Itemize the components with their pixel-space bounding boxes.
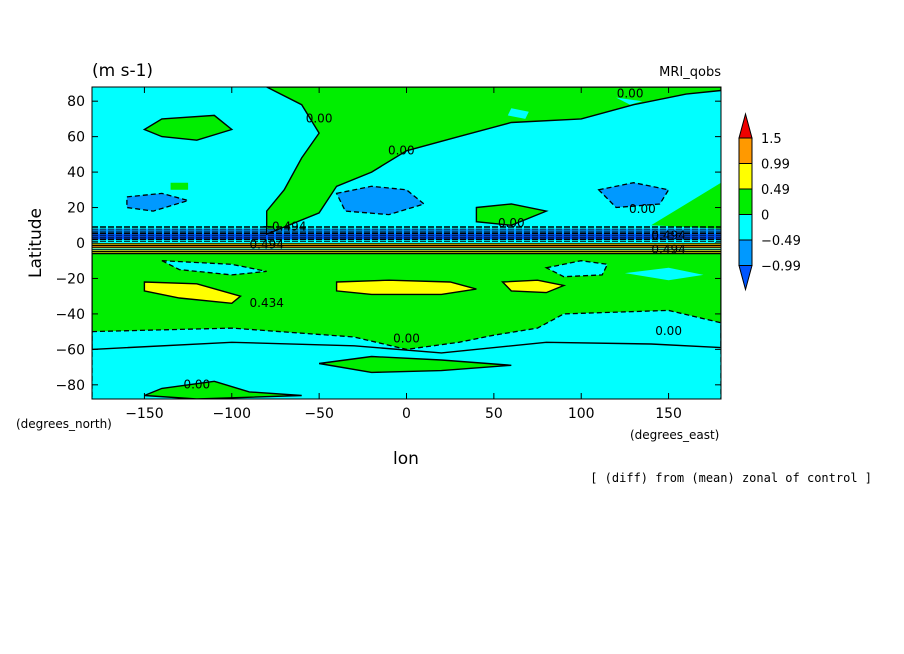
contour-line-1 bbox=[92, 309, 721, 399]
contour-label-12: 0.494 bbox=[250, 237, 284, 251]
contour-label-6: 0.00 bbox=[183, 377, 210, 391]
x-tick-label-5: 100 bbox=[568, 406, 595, 422]
dataset-label: MRI_qobs bbox=[659, 65, 721, 80]
colorbar-label-1: 0.99 bbox=[761, 158, 790, 173]
contour-region-14 bbox=[651, 182, 721, 229]
footnote: [ (diff) from (mean) zonal of control ] bbox=[590, 471, 872, 485]
contour-region-6 bbox=[624, 267, 704, 281]
contour-label-4: 0.00 bbox=[393, 331, 420, 345]
contour-line-13 bbox=[475, 203, 549, 227]
contour-region-16 bbox=[616, 97, 643, 105]
contour-region-13 bbox=[476, 204, 547, 226]
colorbar-segment-4 bbox=[738, 214, 753, 241]
contour-line-9 bbox=[501, 279, 567, 294]
contour-line-10 bbox=[266, 87, 721, 236]
y-tick-label-0: −80 bbox=[55, 378, 85, 394]
contour-region-10 bbox=[266, 87, 721, 235]
contour-label-9: 0.00 bbox=[498, 216, 525, 230]
contour-label-0: 0.00 bbox=[306, 112, 333, 126]
y-tick-label-2: −40 bbox=[55, 307, 85, 323]
contour-region-8 bbox=[336, 280, 477, 295]
contour-region-12 bbox=[170, 182, 189, 190]
contour-region-4 bbox=[161, 260, 267, 275]
colorbar-segment-5 bbox=[738, 239, 753, 266]
colorbar-label-2: 0.49 bbox=[761, 183, 790, 198]
colorbar: 1.5 0.99 0.49 0 −0.49 −0.99 bbox=[738, 112, 801, 292]
contour-line-3 bbox=[318, 355, 512, 374]
colorbar-label-3: 0 bbox=[761, 209, 769, 224]
contour-label-3: 0.00 bbox=[629, 202, 656, 216]
contour-region-18 bbox=[336, 186, 424, 215]
contour-region-15 bbox=[507, 108, 529, 119]
contour-label-8: −0.494 bbox=[262, 220, 306, 234]
colorbar-bottom-arrow bbox=[738, 265, 753, 292]
contour-label-11: 0.494 bbox=[651, 243, 685, 257]
colorbar-segment-1 bbox=[738, 137, 753, 164]
y-tick-label-7: 60 bbox=[67, 130, 85, 146]
x-tick-label-1: −100 bbox=[213, 406, 251, 422]
contour-region-7 bbox=[144, 282, 241, 304]
contour-region-11 bbox=[144, 115, 232, 141]
colorbar-label-4: −0.49 bbox=[761, 234, 801, 249]
contour-line-5 bbox=[544, 260, 609, 278]
contour-region-5 bbox=[546, 260, 608, 277]
x-tick-label-6: 150 bbox=[655, 406, 682, 422]
contour-label-10: 0.494 bbox=[651, 229, 685, 243]
colorbar-segment-2 bbox=[738, 163, 753, 190]
contour-labels: 0.00 0.00 0.00 0.00 0.00 0.00 0.00 0.434 −0.494 0… bbox=[183, 87, 685, 391]
contour-region-9 bbox=[502, 280, 564, 293]
y-axis-ticks: −80 −60 −40 −20 0 20 40 60 80 bbox=[55, 94, 721, 394]
colorbar-segment-3 bbox=[738, 188, 753, 215]
x-tick-label-2: −50 bbox=[304, 406, 334, 422]
contour-line-17 bbox=[126, 192, 191, 212]
contour-region-19 bbox=[598, 182, 669, 208]
y-tick-label-1: −60 bbox=[55, 342, 85, 358]
contour-line-18 bbox=[335, 185, 426, 216]
contour-line-4 bbox=[161, 260, 267, 276]
contour-line-11 bbox=[142, 114, 234, 141]
colorbar-label-0: 1.5 bbox=[761, 132, 782, 147]
y-units-label: (degrees_north) bbox=[16, 417, 112, 431]
x-axis-label: lon bbox=[393, 449, 419, 469]
y-tick-label-6: 40 bbox=[67, 165, 85, 181]
contour-label-5: 0.00 bbox=[655, 324, 682, 338]
y-tick-label-8: 80 bbox=[67, 94, 85, 110]
contour-line-7 bbox=[143, 281, 242, 305]
y-axis-label: Latitude bbox=[26, 208, 46, 278]
y-tick-label-5: 20 bbox=[67, 201, 85, 217]
contour-label-1: 0.00 bbox=[388, 143, 415, 157]
x-axis-ticks: −150 −100 −50 0 50 100 150 bbox=[125, 87, 682, 422]
contour-region-17 bbox=[126, 193, 189, 212]
contour-region-1 bbox=[92, 310, 721, 399]
x-tick-label-4: 50 bbox=[485, 406, 503, 422]
x-tick-label-3: 0 bbox=[402, 406, 411, 422]
contour-label-2: 0.00 bbox=[617, 87, 644, 101]
units-label: (m s-1) bbox=[92, 61, 153, 81]
x-tick-label-0: −150 bbox=[125, 406, 163, 422]
contour-label-7: 0.434 bbox=[250, 296, 284, 310]
contour-lines bbox=[92, 87, 721, 399]
x-units-label: (degrees_east) bbox=[630, 428, 719, 442]
colorbar-top-arrow bbox=[738, 112, 753, 139]
colorbar-label-5: −0.99 bbox=[761, 260, 801, 275]
y-tick-label-4: 0 bbox=[76, 236, 85, 252]
y-tick-label-3: −20 bbox=[55, 271, 85, 287]
contour-line-8 bbox=[335, 279, 477, 296]
